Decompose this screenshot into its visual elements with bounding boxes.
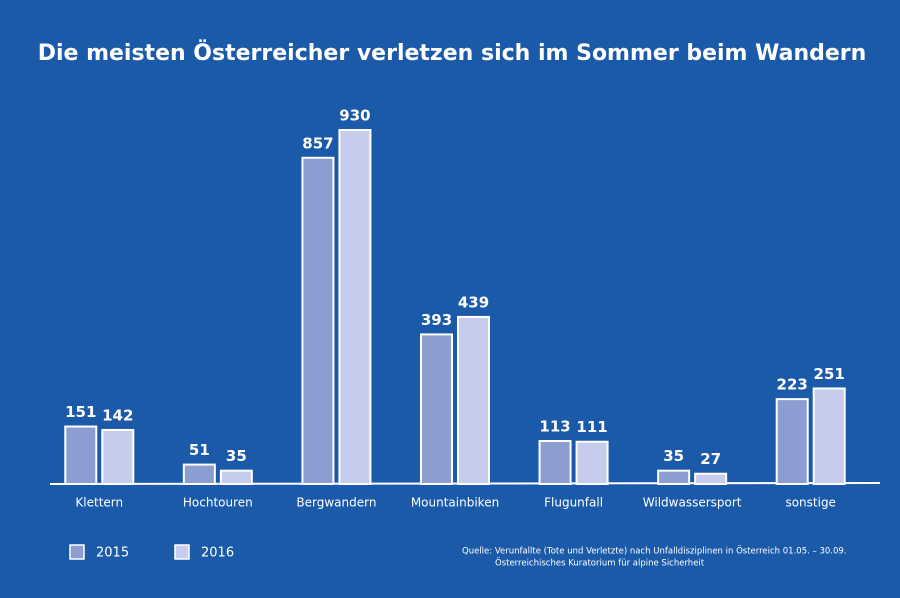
value-label: 393 (421, 311, 452, 329)
x-tick-label: Mountainbiken (411, 496, 499, 510)
bar (420, 333, 453, 486)
source: Österreichisches Kuratorium für alpine S… (495, 558, 705, 569)
legend-label: 2015 (96, 546, 129, 561)
chart-title: Die meisten Österreicher verletzen sich … (38, 40, 867, 66)
bar (101, 428, 135, 486)
value-label: 439 (458, 293, 489, 311)
bar (812, 387, 846, 486)
bar (694, 472, 728, 486)
bar (775, 398, 809, 485)
value-label: 35 (663, 447, 684, 465)
bar (338, 129, 372, 485)
bar (301, 156, 335, 485)
legend-label: 2016 (201, 546, 234, 561)
source: Quelle: Verunfallte (Tote und Verletzte)… (462, 546, 847, 557)
value-label: 142 (102, 406, 133, 424)
value-label: 27 (700, 450, 721, 468)
bar (182, 463, 216, 485)
legend-swatch (174, 544, 190, 560)
x-tick-label: Klettern (75, 496, 123, 510)
value-label: 51 (189, 441, 210, 459)
x-tick-label: Bergwandern (296, 496, 376, 510)
value-label: 251 (814, 365, 845, 383)
bar (575, 440, 609, 485)
legend-swatch (69, 544, 85, 560)
bar (657, 469, 691, 486)
x-tick-label: sonstige (785, 496, 836, 510)
value-label: 930 (339, 107, 370, 125)
value-label: 223 (777, 376, 808, 394)
value-label: 111 (576, 418, 607, 436)
bar (64, 425, 98, 486)
bar (538, 439, 572, 485)
x-tick-label: Flugunfall (544, 496, 603, 510)
x-tick-label: Hochtouren (183, 496, 253, 510)
value-label: 151 (65, 403, 96, 421)
bar (457, 315, 490, 485)
bar (219, 469, 253, 486)
value-label: 857 (302, 134, 333, 152)
value-label: 113 (539, 417, 570, 435)
x-tick-label: Wildwassersport (643, 496, 742, 510)
value-label: 35 (226, 447, 247, 465)
